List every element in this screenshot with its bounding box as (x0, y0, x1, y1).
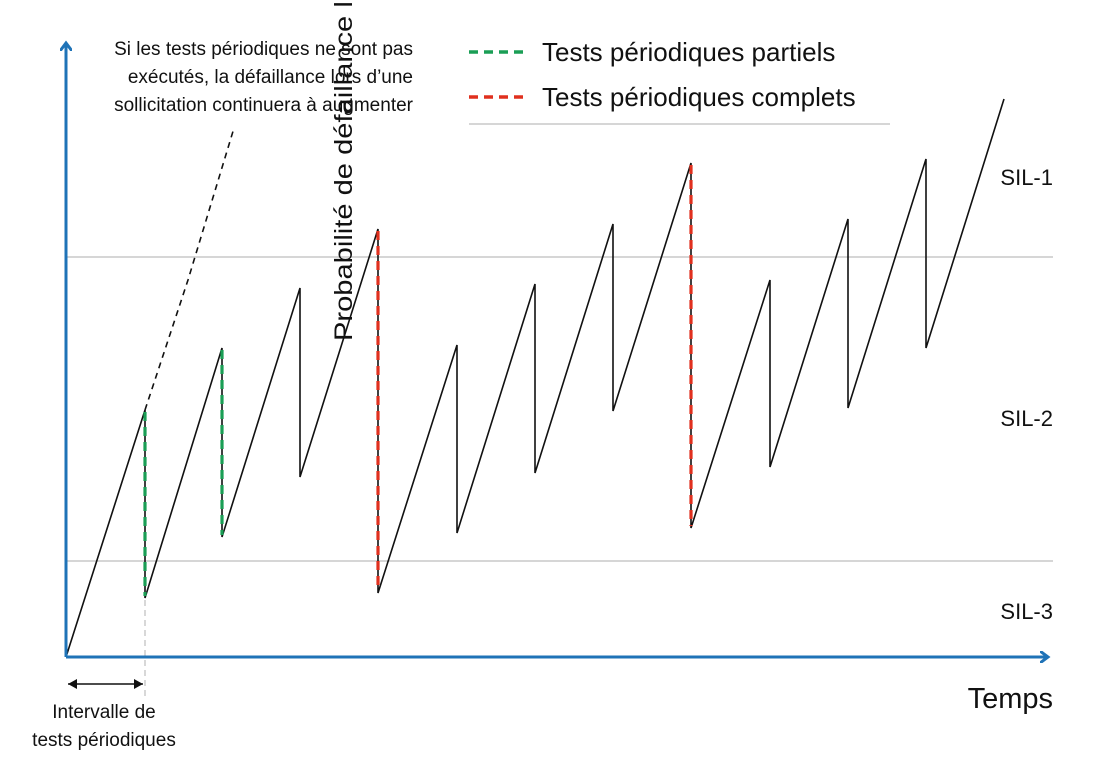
sil-2-label: SIL-2 (1000, 406, 1053, 431)
interval-label-line-1: Intervalle de (52, 702, 156, 723)
note-line-2: exécutés, la défaillance lors d’une (128, 67, 413, 88)
sil-1-label: SIL-1 (1000, 165, 1053, 190)
sil-3-label: SIL-3 (1000, 599, 1053, 624)
note-line-1: Si les tests périodiques ne sont pas (114, 39, 413, 60)
pfd-sawtooth-curve (65, 98, 1005, 658)
legend-partial-label: Tests périodiques partiels (542, 37, 835, 67)
y-axis-label: Probabilité de défaillance lors d’une so… (330, 0, 358, 341)
x-axis-label: Temps (968, 683, 1053, 715)
note-line-3: sollicitation continuera à augmenter (114, 95, 414, 116)
interval-label-line-2: tests périodiques (32, 730, 176, 751)
no-test-projection-line (144, 127, 235, 411)
legend-complete-label: Tests périodiques complets (542, 82, 856, 112)
